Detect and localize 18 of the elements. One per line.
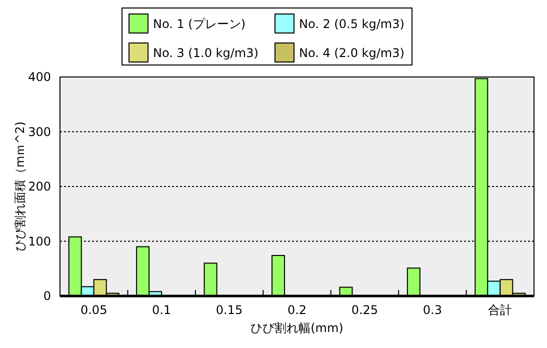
y-tick-label: 200	[28, 180, 51, 194]
legend-label: No. 1 (プレーン)	[153, 17, 246, 31]
y-tick-label: 0	[43, 289, 51, 303]
y-tick-label: 100	[28, 234, 51, 248]
legend-label: No. 4 (2.0 kg/m3)	[299, 46, 404, 60]
x-tick-label: 0.15	[216, 303, 243, 317]
y-tick-label: 400	[28, 70, 51, 84]
y-tick-label: 300	[28, 124, 51, 139]
legend-label: No. 2 (0.5 kg/m3)	[299, 17, 404, 31]
x-tick-label: 0.25	[351, 303, 378, 317]
x-tick-label: 0.05	[80, 303, 108, 317]
x-tick-label: 0.2	[287, 303, 307, 317]
x-axis-title: ひび割れ幅(mm)	[250, 321, 344, 335]
legend-label: No. 3 (1.0 kg/m3)	[153, 46, 258, 60]
x-tick-label: 0.3	[422, 303, 442, 317]
x-tick-label: 0.1	[152, 303, 172, 317]
x-tick-label: 合計	[488, 303, 512, 317]
y-axis-title: ひび割れ面積（mｍ^2)	[13, 121, 27, 252]
